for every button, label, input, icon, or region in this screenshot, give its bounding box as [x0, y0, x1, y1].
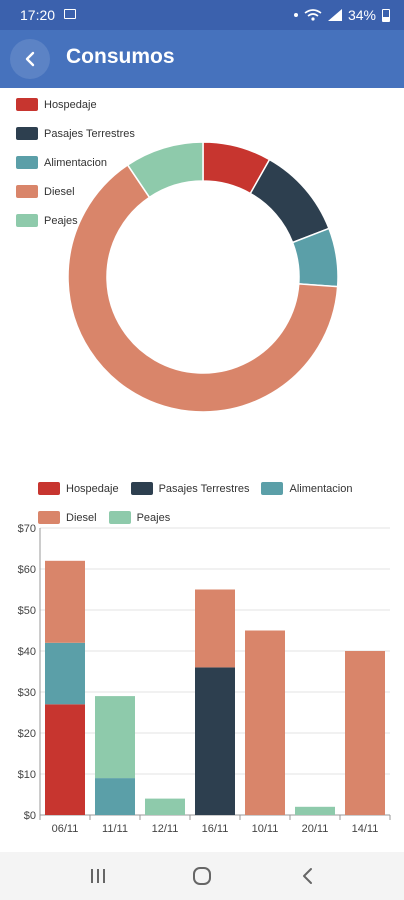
- legend-label: Pasajes Terrestres: [44, 127, 135, 140]
- doughnut-chart: [67, 141, 339, 413]
- signal-icon: [327, 9, 342, 21]
- status-icons: 34%: [293, 7, 390, 23]
- legend-label: Peajes: [44, 214, 78, 227]
- legend-item-pasajes-terrestres[interactable]: Pasajes Terrestres: [130, 474, 250, 503]
- y-tick-label: $0: [24, 810, 36, 822]
- legend-swatch: [38, 511, 60, 524]
- arrow-left-icon: [25, 51, 35, 67]
- battery-icon: [382, 8, 390, 22]
- back-button[interactable]: [10, 39, 50, 79]
- legend-swatch: [16, 214, 38, 227]
- x-tick-label: 20/11: [302, 823, 329, 835]
- legend-item-hospedaje[interactable]: Hospedaje: [38, 474, 119, 503]
- legend-label: Diesel: [44, 185, 75, 198]
- legend-label: Alimentacion: [289, 482, 353, 495]
- bar-alimentacion-11-11[interactable]: [95, 778, 135, 815]
- legend-label: Hospedaje: [44, 98, 97, 111]
- app-bar: Consumos: [0, 30, 404, 88]
- legend-item-alimentacion[interactable]: Alimentacion: [261, 474, 352, 503]
- legend-swatch: [261, 482, 284, 495]
- navigation-bar: [0, 852, 404, 900]
- page-title: Consumos: [66, 45, 175, 68]
- x-tick-label: 10/11: [252, 823, 279, 835]
- legend-item-pasajes-terrestres[interactable]: Pasajes Terrestres: [16, 119, 135, 148]
- y-tick-label: $60: [18, 564, 36, 576]
- legend-item-hospedaje[interactable]: Hospedaje: [16, 90, 135, 119]
- status-time: 17:20: [20, 7, 56, 23]
- x-tick-label: 16/11: [202, 823, 229, 835]
- x-tick-label: 14/11: [352, 823, 379, 835]
- bar-diesel-10-11[interactable]: [245, 630, 285, 816]
- recent-apps-icon[interactable]: [88, 866, 108, 886]
- legend-label: Hospedaje: [66, 482, 119, 495]
- bar-pasajes-terrestres-16-11[interactable]: [195, 667, 235, 815]
- y-tick-label: $20: [18, 728, 36, 740]
- x-tick-label: 11/11: [102, 823, 128, 835]
- x-tick-label: 12/11: [152, 823, 179, 835]
- y-tick-label: $10: [18, 769, 36, 781]
- legend-label: Diesel: [66, 511, 97, 524]
- bar-peajes-20-11[interactable]: [295, 806, 335, 815]
- status-bar: 17:20 34%: [0, 0, 404, 30]
- back-icon[interactable]: [298, 866, 318, 886]
- bar-peajes-11-11[interactable]: [95, 696, 135, 779]
- bar-diesel-16-11[interactable]: [195, 589, 235, 668]
- legend-item-diesel[interactable]: Diesel: [38, 503, 97, 532]
- legend-swatch: [16, 98, 38, 111]
- pie-legend: Hospedaje Pasajes Terrestres Alimentacio…: [16, 90, 135, 235]
- legend-label: Pasajes Terrestres: [158, 482, 250, 495]
- bar-peajes-12-11[interactable]: [145, 798, 185, 815]
- gallery-notification-icon: [64, 9, 76, 19]
- stacked-bar-chart: $0 $10 $20 $30 $40 $50 $60 $70 06/11 11/11 12/11 16…: [18, 523, 391, 835]
- wifi-icon: [304, 9, 322, 21]
- legend-label: Peajes: [136, 511, 171, 524]
- legend-swatch: [38, 482, 60, 495]
- home-icon[interactable]: [192, 866, 212, 886]
- legend-swatch: [16, 127, 38, 140]
- doughnut-slice-peajes[interactable]: [126, 141, 204, 199]
- bar-diesel-14-11[interactable]: [345, 651, 385, 815]
- bar-alimentacion-06-11[interactable]: [45, 642, 85, 705]
- bar-legend: Hospedaje Pasajes Terrestres Alimentacio…: [38, 474, 398, 532]
- y-tick-label: $50: [18, 605, 36, 617]
- legend-swatch: [108, 511, 131, 524]
- legend-item-diesel[interactable]: Diesel: [16, 177, 135, 206]
- legend-swatch: [130, 482, 153, 495]
- doughnut-slice-pasajes-terrestres[interactable]: [249, 158, 330, 244]
- y-tick-label: $70: [18, 523, 36, 535]
- bar-diesel-06-11[interactable]: [45, 560, 85, 643]
- legend-item-peajes[interactable]: Peajes: [108, 503, 171, 532]
- legend-item-peajes[interactable]: Peajes: [16, 206, 135, 235]
- legend-swatch: [16, 156, 38, 169]
- legend-label: Alimentacion: [44, 156, 107, 169]
- legend-swatch: [16, 185, 38, 198]
- legend-item-alimentacion[interactable]: Alimentacion: [16, 148, 135, 177]
- bar-hospedaje-06-11[interactable]: [45, 704, 85, 815]
- x-tick-label: 06/11: [52, 823, 79, 835]
- y-tick-label: $30: [18, 687, 36, 699]
- notification-dot-icon: [293, 13, 298, 17]
- battery-percent: 34%: [347, 7, 376, 23]
- doughnut-slice-diesel[interactable]: [67, 163, 339, 413]
- y-tick-label: $40: [18, 646, 36, 658]
